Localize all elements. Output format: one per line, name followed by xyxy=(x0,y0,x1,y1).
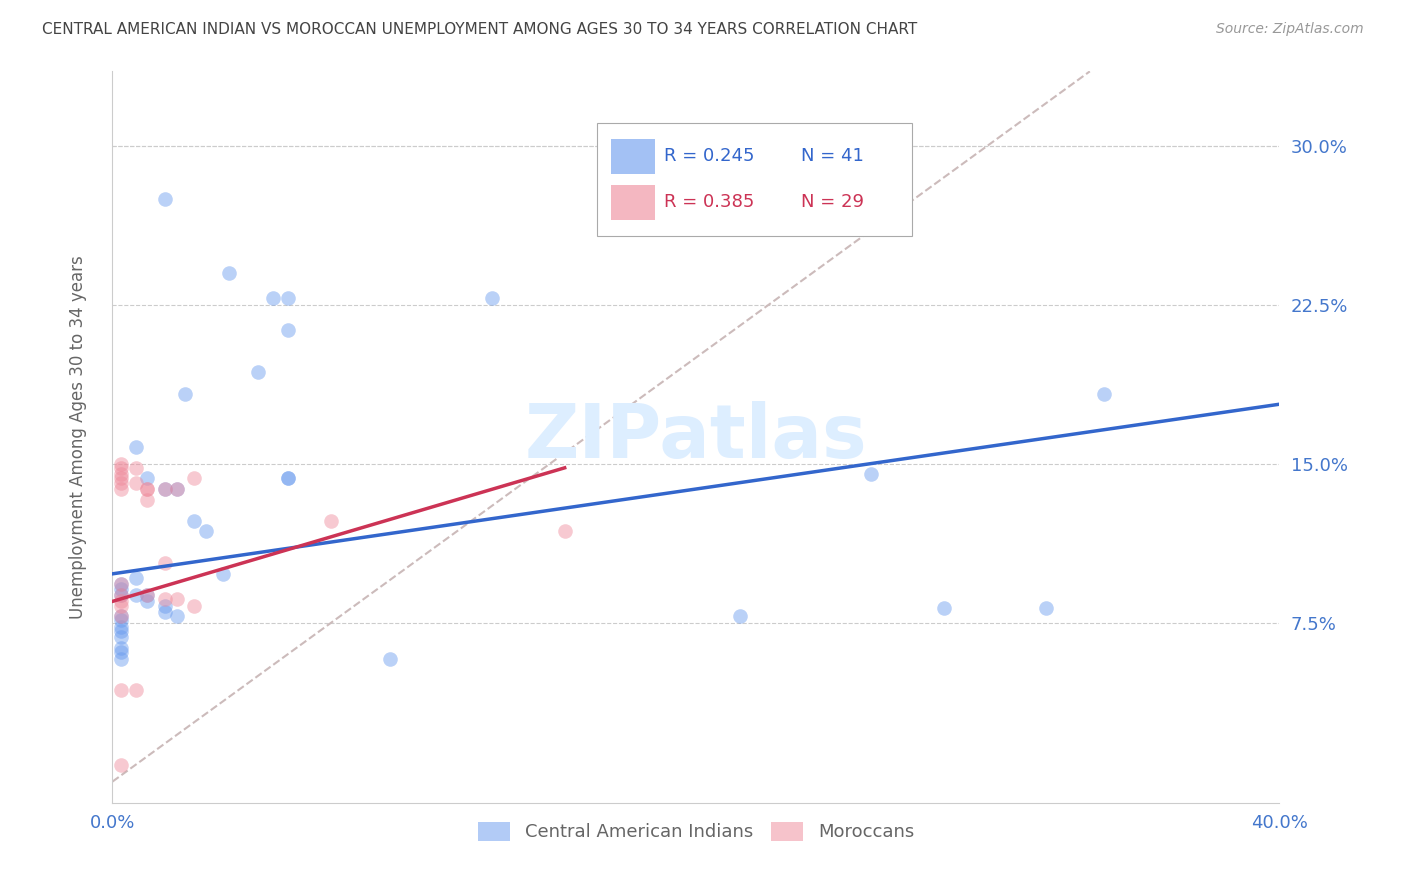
Point xyxy=(125,683,148,698)
Bar xyxy=(610,185,655,219)
Point xyxy=(378,651,401,665)
Text: R = 0.245: R = 0.245 xyxy=(665,147,755,165)
Text: Source: ZipAtlas.com: Source: ZipAtlas.com xyxy=(1216,22,1364,37)
Legend: Central American Indians, Moroccans: Central American Indians, Moroccans xyxy=(471,814,921,848)
Point xyxy=(166,482,188,496)
Point xyxy=(153,192,176,206)
Point xyxy=(136,594,159,608)
Y-axis label: Unemployment Among Ages 30 to 34 years: Unemployment Among Ages 30 to 34 years xyxy=(69,255,87,619)
Point xyxy=(110,651,132,665)
Text: CENTRAL AMERICAN INDIAN VS MOROCCAN UNEMPLOYMENT AMONG AGES 30 TO 34 YEARS CORRE: CENTRAL AMERICAN INDIAN VS MOROCCAN UNEM… xyxy=(42,22,918,37)
Point xyxy=(276,323,298,337)
Text: N = 29: N = 29 xyxy=(801,194,865,211)
Point xyxy=(110,467,132,482)
Point xyxy=(212,566,235,581)
Text: ZIPatlas: ZIPatlas xyxy=(524,401,868,474)
Point xyxy=(262,291,284,305)
Point xyxy=(136,471,159,485)
Point xyxy=(110,609,132,624)
Point xyxy=(276,291,298,305)
Point xyxy=(110,624,132,638)
Point xyxy=(136,482,159,496)
Point xyxy=(125,475,148,490)
Point xyxy=(183,514,205,528)
Point xyxy=(554,524,576,539)
Point xyxy=(110,588,132,602)
Point xyxy=(110,620,132,634)
Text: R = 0.385: R = 0.385 xyxy=(665,194,755,211)
FancyBboxPatch shape xyxy=(596,122,912,235)
Point xyxy=(276,471,298,485)
Point xyxy=(125,460,148,475)
Point xyxy=(153,592,176,607)
Point xyxy=(136,492,159,507)
Point xyxy=(218,266,240,280)
Point xyxy=(247,366,270,380)
Point xyxy=(110,683,132,698)
Point xyxy=(110,482,132,496)
Point xyxy=(153,599,176,613)
Point xyxy=(481,291,503,305)
Point xyxy=(860,467,883,482)
Point xyxy=(110,609,132,624)
Point xyxy=(136,588,159,602)
Point xyxy=(110,471,132,485)
Point xyxy=(321,514,343,528)
Point xyxy=(194,524,217,539)
Point xyxy=(125,571,148,585)
Point xyxy=(153,556,176,570)
Point xyxy=(110,582,132,596)
Point xyxy=(153,482,176,496)
Point xyxy=(125,440,148,454)
Point xyxy=(110,594,132,608)
Point xyxy=(136,482,159,496)
Point xyxy=(110,614,132,628)
Point xyxy=(166,482,188,496)
Point xyxy=(166,592,188,607)
Point xyxy=(125,588,148,602)
Point xyxy=(110,631,132,645)
Point xyxy=(110,577,132,591)
Point xyxy=(110,475,132,490)
Point xyxy=(110,640,132,655)
Point xyxy=(1094,386,1116,401)
Bar xyxy=(610,138,655,174)
Point xyxy=(110,457,132,471)
Point xyxy=(153,482,176,496)
Point xyxy=(276,471,298,485)
Point xyxy=(153,605,176,619)
Point xyxy=(110,757,132,772)
Text: N = 41: N = 41 xyxy=(801,147,863,165)
Point xyxy=(110,599,132,613)
Point xyxy=(166,609,188,624)
Point xyxy=(110,645,132,659)
Point xyxy=(183,599,205,613)
Point xyxy=(174,386,197,401)
Point xyxy=(110,588,132,602)
Point xyxy=(136,588,159,602)
Point xyxy=(932,600,955,615)
Point xyxy=(110,577,132,591)
Point xyxy=(1035,600,1057,615)
Point xyxy=(728,609,751,624)
Point xyxy=(183,471,205,485)
Point xyxy=(110,460,132,475)
